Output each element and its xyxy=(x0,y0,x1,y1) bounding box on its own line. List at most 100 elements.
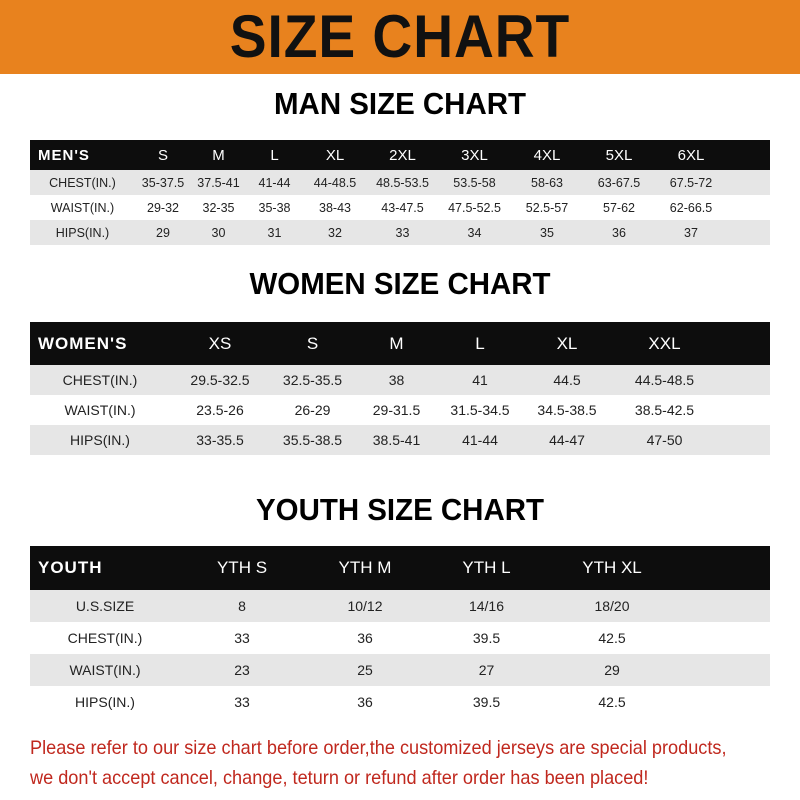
notice-line: Please refer to our size chart before or… xyxy=(30,737,727,759)
size-header: YTH S xyxy=(216,558,268,577)
measurement-cell: 44-48.5 xyxy=(313,175,357,190)
size-header: M xyxy=(212,146,225,164)
measurement-cell: 35 xyxy=(540,225,554,240)
measurement-cell: 36 xyxy=(612,225,626,240)
table-row: HIPS(IN.) 33-35.5 35.5-38.5 38.5-41 41-44 44-… xyxy=(30,425,770,455)
measurement-cell: 14/16 xyxy=(468,598,505,614)
measurement-cell: 27 xyxy=(478,662,495,678)
size-header: YTH L xyxy=(462,558,511,577)
measurement-cell: 18/20 xyxy=(594,598,630,614)
measurement-cell: 39.5 xyxy=(472,694,501,710)
table-row: WAIST(IN.) 23 25 27 29 xyxy=(30,654,770,686)
size-header: XXL xyxy=(648,333,681,353)
men-size-table: MEN'S S M L XL 2XL 3XL 4XL 5XL 6XL CHEST(IN.) 35-37… xyxy=(30,140,770,245)
size-header: 4XL xyxy=(533,146,561,164)
size-header: 6XL xyxy=(677,146,705,164)
measurement-cell: 57-62 xyxy=(603,200,635,215)
row-label: HIPS(IN.) xyxy=(55,225,110,240)
size-header: 2XL xyxy=(389,146,416,164)
header-row: WOMEN'S XS S M L XL XXL xyxy=(30,322,770,365)
measurement-cell: 67.5-72 xyxy=(669,175,713,190)
row-label: CHEST(IN.) xyxy=(49,175,116,190)
table-row: CHEST(IN.) 29.5-32.5 32.5-35.5 38 41 44.5 44.5… xyxy=(30,365,770,395)
youth-size-table: YOUTH YTH S YTH M YTH L YTH XL U.S.SIZE 8 10/12… xyxy=(30,546,770,718)
size-header: S xyxy=(157,146,168,164)
measurement-cell: 62-66.5 xyxy=(669,200,713,215)
measurement-cell: 42.5 xyxy=(598,630,626,646)
table-row: CHEST(IN.) 35-37.5 37.5-41 41-44 44-48.5 48.5… xyxy=(30,170,770,195)
measurement-cell: 36 xyxy=(357,630,373,646)
measurement-cell: 35-37.5 xyxy=(141,175,185,190)
page-title: SIZE CHART xyxy=(229,3,571,70)
men-section-title: MAN SIZE CHART xyxy=(274,86,526,121)
size-header: YTH XL xyxy=(582,558,642,577)
table-label: MEN'S xyxy=(38,146,90,164)
measurement-cell: 38-43 xyxy=(319,200,351,215)
measurement-cell: 33 xyxy=(395,225,410,240)
size-header: 5XL xyxy=(605,146,633,164)
measurement-cell: 35.5-38.5 xyxy=(282,432,343,448)
row-label: HIPS(IN.) xyxy=(75,694,135,710)
measurement-cell: 33-35.5 xyxy=(196,432,244,448)
measurement-cell: 29.5-32.5 xyxy=(190,372,250,388)
measurement-cell: 23 xyxy=(234,662,250,678)
table-row: WAIST(IN.) 29-32 32-35 35-38 38-43 43-47.5 47.… xyxy=(30,195,770,220)
measurement-cell: 44.5-48.5 xyxy=(634,372,695,388)
row-label: HIPS(IN.) xyxy=(70,432,130,448)
measurement-cell: 34.5-38.5 xyxy=(537,402,597,418)
measurement-cell: 32.5-35.5 xyxy=(282,372,343,388)
measurement-cell: 38 xyxy=(388,372,405,388)
measurement-cell: 44-47 xyxy=(549,432,585,448)
measurement-cell: 34 xyxy=(467,225,482,240)
header-row: YOUTH YTH S YTH M YTH L YTH XL xyxy=(30,546,770,590)
measurement-cell: 41 xyxy=(472,372,488,388)
measurement-cell: 37.5-41 xyxy=(197,175,240,190)
measurement-cell: 26-29 xyxy=(294,402,331,418)
women-size-table: WOMEN'S XS S M L XL XXL CHEST(IN.) 29.5-32.5 32.5… xyxy=(30,322,770,455)
row-label: CHEST(IN.) xyxy=(62,372,138,388)
size-header: 3XL xyxy=(461,146,488,164)
measurement-cell: 31.5-34.5 xyxy=(450,402,510,418)
measurement-cell: 38.5-41 xyxy=(372,432,421,448)
measurement-cell: 23.5-26 xyxy=(196,402,244,418)
size-header: YTH M xyxy=(338,558,392,577)
measurement-cell: 41-44 xyxy=(462,432,498,448)
measurement-cell: 33 xyxy=(234,630,250,646)
measurement-cell: 42.5 xyxy=(598,694,626,710)
measurement-cell: 36 xyxy=(357,694,373,710)
measurement-cell: 63-67.5 xyxy=(597,175,641,190)
size-header: L xyxy=(270,146,279,164)
title-banner: SIZE CHART xyxy=(0,0,800,74)
header-row: MEN'S S M L XL 2XL 3XL 4XL 5XL 6XL xyxy=(30,140,770,170)
measurement-cell: 52.5-57 xyxy=(525,200,569,215)
measurement-cell: 44.5 xyxy=(553,372,581,388)
measurement-cell: 43-47.5 xyxy=(381,200,424,215)
table-row: CHEST(IN.) 33 36 39.5 42.5 xyxy=(30,622,770,654)
table-row: HIPS(IN.) 29 30 31 32 33 34 35 36 37 xyxy=(30,220,770,245)
table-row: U.S.SIZE 8 10/12 14/16 18/20 xyxy=(30,590,770,622)
row-label: WAIST(IN.) xyxy=(50,200,115,215)
size-header: XL xyxy=(556,333,578,353)
measurement-cell: 29 xyxy=(156,225,170,240)
size-header: L xyxy=(475,333,485,353)
youth-section-title: YOUTH SIZE CHART xyxy=(256,492,544,527)
notice-line: we don't accept cancel, change, teturn o… xyxy=(30,767,649,789)
table-label: WOMEN'S xyxy=(38,333,128,353)
measurement-cell: 47-50 xyxy=(646,432,683,448)
measurement-cell: 48.5-53.5 xyxy=(376,175,429,190)
measurement-cell: 53.5-58 xyxy=(453,175,496,190)
measurement-cell: 30 xyxy=(211,225,226,240)
size-header: S xyxy=(306,333,319,353)
row-label: WAIST(IN.) xyxy=(64,402,136,418)
table-row: WAIST(IN.) 23.5-26 26-29 29-31.5 31.5-34.5 34… xyxy=(30,395,770,425)
measurement-cell: 39.5 xyxy=(472,630,501,646)
measurement-cell: 58-63 xyxy=(531,175,563,190)
row-label: CHEST(IN.) xyxy=(67,630,143,646)
measurement-cell: 35-38 xyxy=(258,200,291,215)
row-label: WAIST(IN.) xyxy=(69,662,141,678)
women-section-title: WOMEN SIZE CHART xyxy=(249,266,551,301)
measurement-cell: 29 xyxy=(604,662,620,678)
table-label: YOUTH xyxy=(38,558,103,577)
measurement-cell: 32 xyxy=(328,225,342,240)
measurement-cell: 33 xyxy=(234,694,250,710)
